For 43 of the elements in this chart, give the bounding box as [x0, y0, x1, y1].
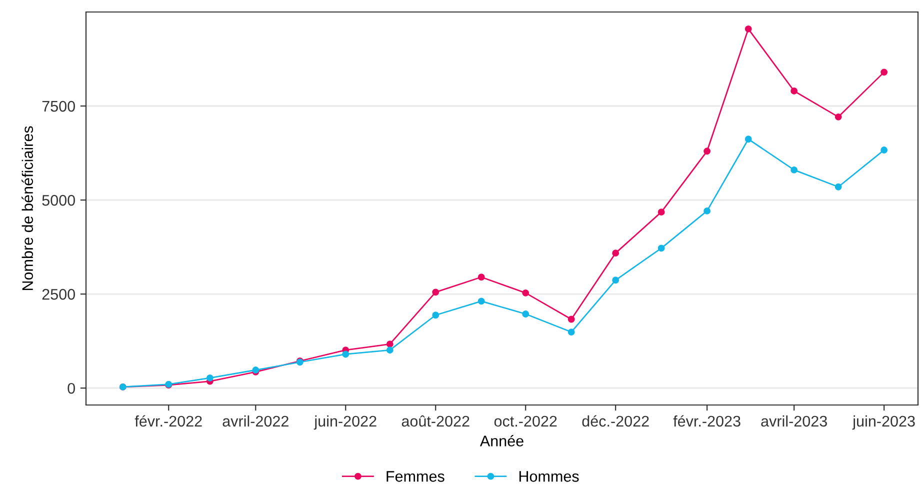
point [744, 136, 752, 143]
point [658, 208, 665, 216]
x-tick-label: févr.-2023 [673, 415, 740, 427]
point [612, 276, 620, 284]
y-tick-label: 7500 [42, 100, 75, 112]
point [790, 166, 798, 174]
point [880, 146, 888, 154]
x-tick-label: avril-2023 [761, 415, 827, 427]
point [386, 346, 394, 354]
point [880, 68, 888, 76]
legend-label: Femmes [386, 471, 444, 482]
point [612, 250, 620, 257]
point [206, 374, 214, 382]
point [704, 148, 711, 155]
point [342, 350, 350, 358]
x-tick-label: juin-2022 [314, 415, 376, 430]
point [834, 113, 842, 120]
x-tick-label: août-2022 [402, 415, 470, 427]
point [478, 298, 485, 305]
point [386, 340, 394, 348]
point [568, 328, 575, 336]
point [790, 88, 798, 94]
point [432, 312, 440, 319]
y-tick-label: 0 [68, 382, 75, 394]
point [522, 310, 530, 318]
x-tick-label: févr.-2022 [134, 415, 202, 427]
x-tick-label: avril-2022 [222, 415, 288, 427]
legend-label: Hommes [519, 471, 579, 482]
y-tick-label: 2500 [42, 288, 75, 300]
point [568, 316, 575, 323]
y-axis-title: Nombre de bénéficiaires [22, 126, 34, 290]
y-tick-label: 5000 [42, 194, 75, 206]
x-axis-title: Année [480, 435, 524, 446]
point [704, 207, 711, 214]
x-tick-label: déc.-2022 [582, 415, 649, 427]
x-tick-label: juin-2023 [852, 415, 915, 430]
point [522, 289, 530, 296]
point [478, 274, 485, 281]
x-tick-label: oct.-2022 [494, 416, 557, 427]
point [658, 244, 665, 252]
point [432, 288, 440, 296]
point [834, 183, 842, 190]
point [744, 25, 752, 32]
